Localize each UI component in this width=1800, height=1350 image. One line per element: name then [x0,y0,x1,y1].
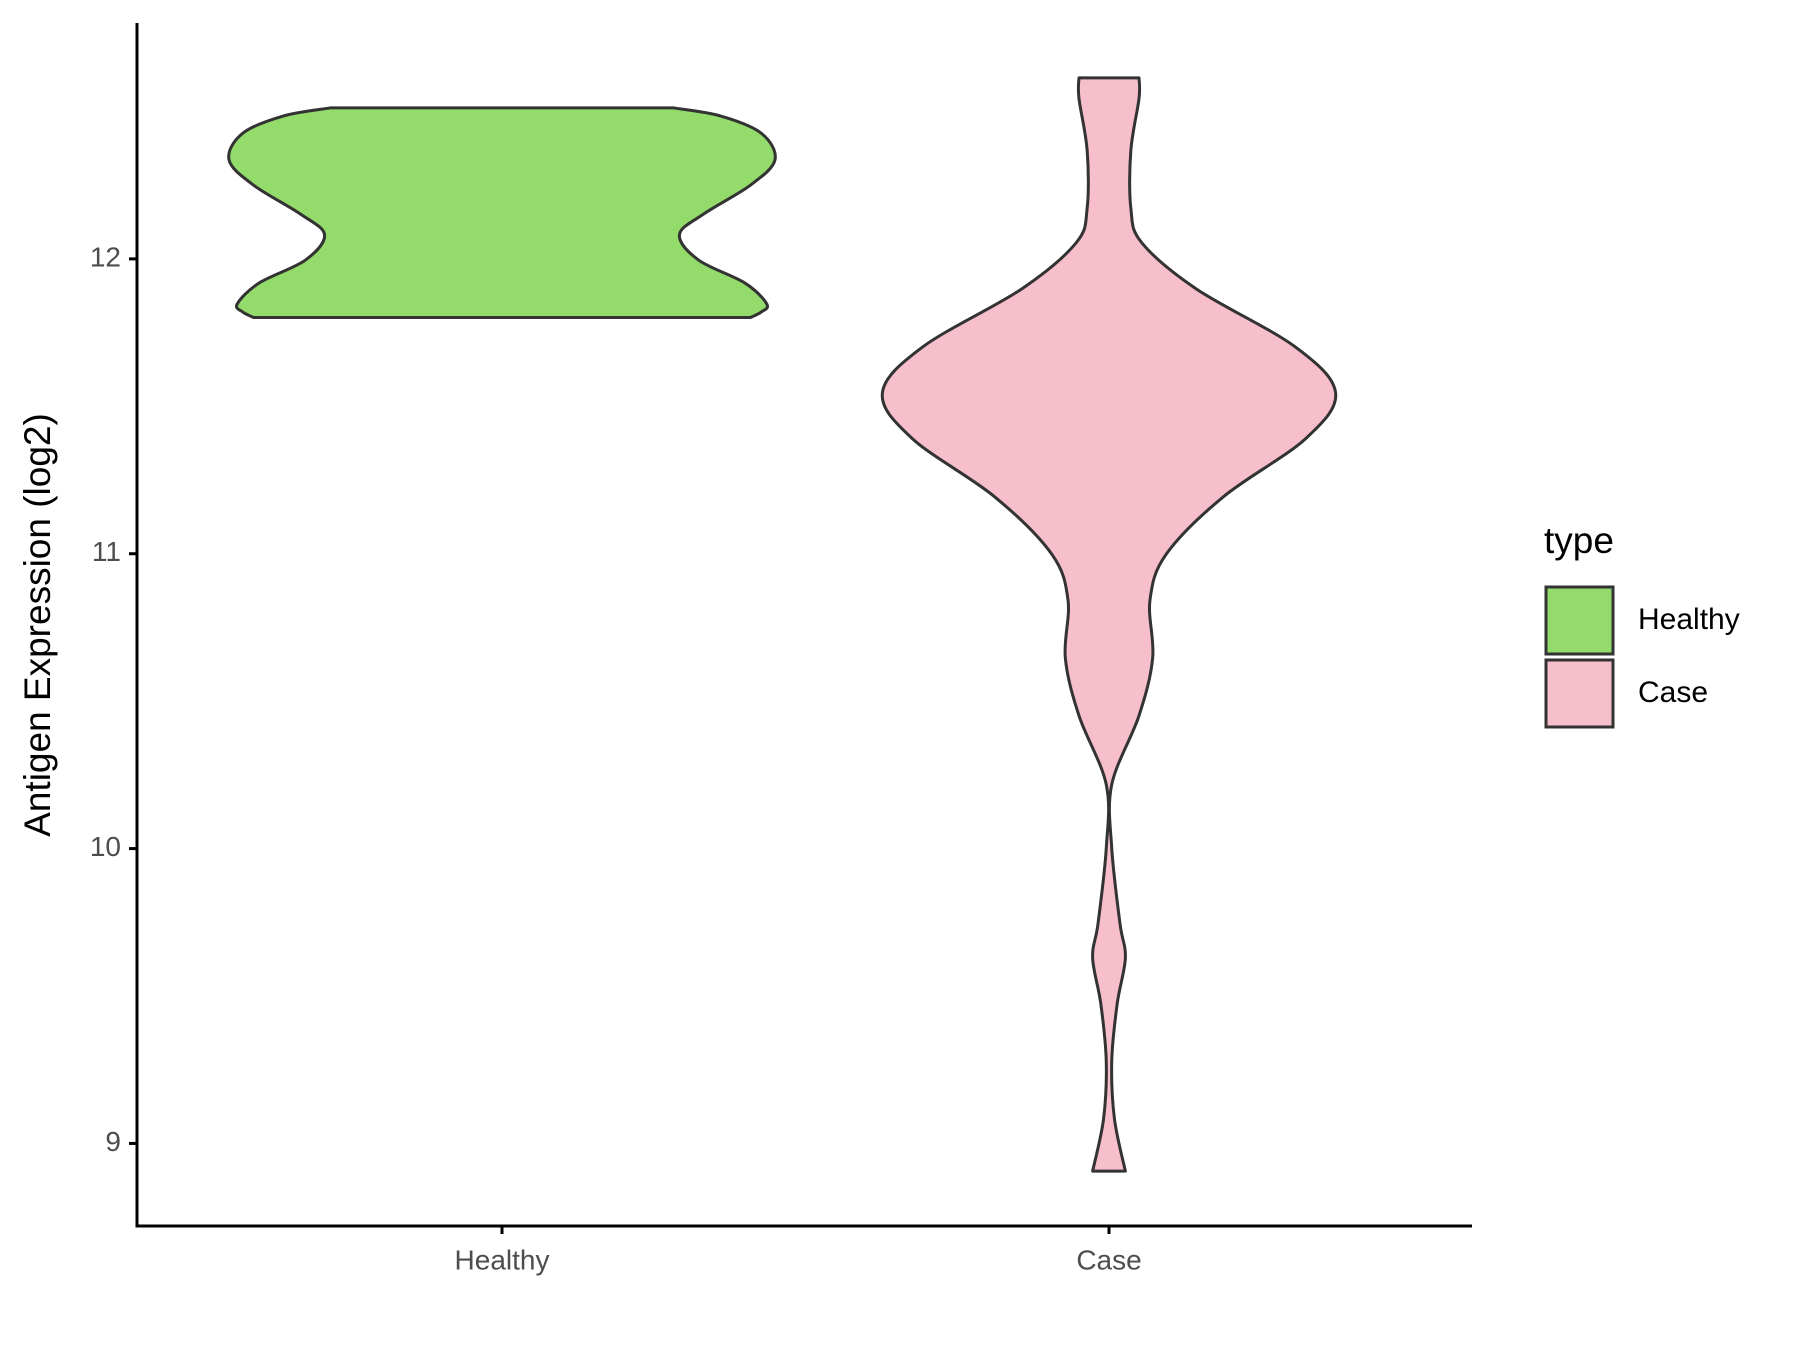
x-tick-label: Case [1076,1244,1141,1275]
y-tick-label: 9 [105,1126,121,1157]
violin [227,106,777,320]
y-axis-title: Antigen Expression (log2) [17,413,58,837]
legend-key [1544,585,1615,656]
legend-label: Healthy [1638,603,1740,636]
y-tick-label: 11 [92,536,121,567]
y-tick-label: 12 [90,241,121,272]
legend-key [1544,658,1615,729]
legend-label: Case [1638,676,1708,709]
violin [880,76,1338,1173]
legend-title: type [1544,520,1614,561]
x-tick-label: Healthy [455,1244,550,1275]
y-tick-label: 10 [90,831,121,862]
